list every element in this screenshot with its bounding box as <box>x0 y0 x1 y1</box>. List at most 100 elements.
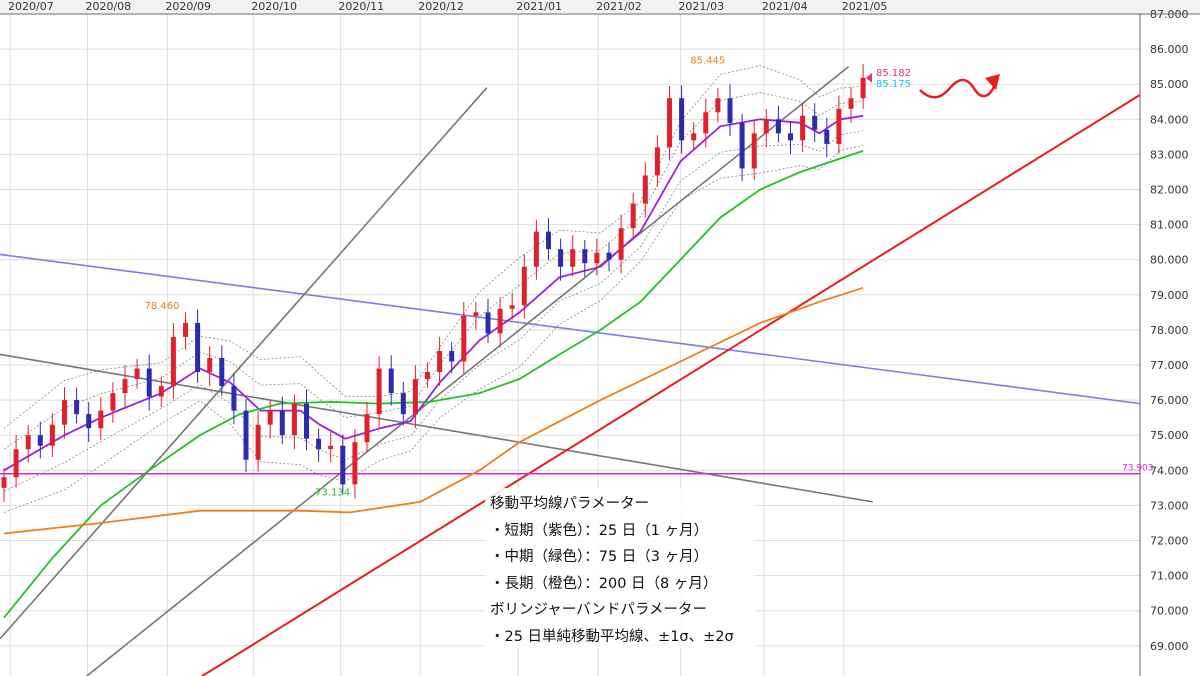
candle-body <box>122 379 128 394</box>
price-annotation: 85.445 <box>690 56 725 67</box>
candle-body <box>485 312 491 334</box>
y-tick-label: 71.000 <box>1150 570 1189 583</box>
ma-title: 移動平均線パラメーター <box>490 495 649 512</box>
trend-line <box>200 93 1141 676</box>
x-tick-label: 2021/04 <box>762 0 808 13</box>
y-tick-label: 86.000 <box>1150 43 1189 56</box>
x-tick-label: 2020/09 <box>165 0 211 13</box>
price-annotation: 78.460 <box>145 301 180 312</box>
bollinger-band-line <box>3 65 864 429</box>
trend-line <box>0 87 488 640</box>
y-tick-label: 78.000 <box>1150 324 1189 337</box>
candle-body <box>546 231 551 250</box>
x-tick-label: 2020/10 <box>251 0 297 13</box>
candle-body <box>13 449 19 478</box>
candle-body <box>570 249 576 267</box>
candle-body <box>606 252 612 260</box>
trend-line <box>0 253 1141 405</box>
candle-body <box>727 98 733 123</box>
candle-body <box>763 119 769 134</box>
candle-body <box>618 228 624 260</box>
candle-body <box>691 133 697 141</box>
y-tick-label: 79.000 <box>1150 289 1189 302</box>
candle-body <box>848 98 854 109</box>
candle-body <box>860 77 866 99</box>
candle-body <box>558 249 564 267</box>
candle-body <box>642 175 648 204</box>
bb-title: ボリンジャーバンドパラメーター <box>490 601 707 618</box>
candle-body <box>521 266 527 306</box>
candle-body <box>316 438 322 450</box>
arrow-head-icon <box>985 74 1000 90</box>
candle-body <box>279 410 285 436</box>
bollinger-band-line <box>3 92 864 450</box>
ma-short: ・短期（紫色）：25 日（1 ヶ月） <box>490 522 708 539</box>
y-tick-label: 70.000 <box>1150 605 1189 618</box>
candle-body <box>425 372 430 380</box>
candle-body <box>352 442 358 485</box>
trend-line <box>0 353 873 503</box>
candle-body <box>255 424 261 460</box>
candle-body <box>98 410 104 429</box>
candle-body <box>667 98 672 148</box>
candle-body <box>388 368 394 394</box>
candle-body <box>654 147 660 176</box>
candle-body <box>219 357 225 387</box>
candle-body <box>110 393 116 411</box>
y-tick-label: 72.000 <box>1150 535 1189 548</box>
candle-body <box>800 115 806 141</box>
candle-body <box>243 410 249 460</box>
ask-price-label: 85.175 <box>876 79 911 90</box>
candle-body <box>715 98 721 113</box>
y-tick-label: 84.000 <box>1150 113 1189 126</box>
candle-body <box>788 133 793 141</box>
candle-body <box>812 115 818 130</box>
x-tick-label: 2021/05 <box>842 0 888 13</box>
candle-body <box>824 129 830 144</box>
candle-body <box>376 368 382 415</box>
candle-body <box>836 108 842 144</box>
candle-body <box>703 112 709 134</box>
trend-lines <box>0 66 1141 676</box>
moving-average-line <box>3 286 864 535</box>
candle-body <box>1 477 7 488</box>
x-tick-label: 2021/03 <box>678 0 724 13</box>
candle-body <box>170 336 176 387</box>
moving-average-line <box>3 150 864 619</box>
candle-body <box>62 400 67 425</box>
candle-body <box>146 368 152 397</box>
y-tick-label: 81.000 <box>1150 219 1189 232</box>
candle-body <box>449 350 455 362</box>
bollinger-bands <box>3 65 864 513</box>
candle-body <box>340 445 346 485</box>
price-marker-icon <box>866 72 872 83</box>
y-tick-label: 80.000 <box>1150 254 1189 267</box>
candles <box>1 64 866 502</box>
price-annotation: 73.134 <box>315 488 350 499</box>
bb-params: ・25 日単純移動平均線、±1σ、±2σ <box>490 628 734 645</box>
candle-body <box>751 133 757 169</box>
candle-body <box>74 400 80 415</box>
x-tick-label: 2020/07 <box>8 0 54 13</box>
candle-body <box>231 386 237 411</box>
candle-body <box>86 414 92 429</box>
candle-body <box>679 98 685 141</box>
candle-body <box>594 252 600 264</box>
y-tick-label: 83.000 <box>1150 148 1189 161</box>
y-tick-label: 74.000 <box>1150 464 1189 477</box>
y-tick-label: 82.000 <box>1150 184 1189 197</box>
ma-mid: ・中期（緑色）：75 日（3 ヶ月） <box>490 548 708 565</box>
x-tick-label: 2021/02 <box>596 0 642 13</box>
wavy-arrow-icon <box>919 78 998 99</box>
y-tick-label: 75.000 <box>1150 429 1189 442</box>
candle-body <box>158 386 164 397</box>
candle-body <box>497 308 503 334</box>
candle-body <box>400 393 406 415</box>
candle-body <box>207 357 213 373</box>
candle-body <box>630 203 636 229</box>
candle-body <box>473 312 479 316</box>
candle-body <box>183 322 188 337</box>
parameter-notes: 移動平均線パラメーター ・短期（紫色）：25 日（1 ヶ月） ・中期（緑色）：7… <box>485 488 755 648</box>
candle-body <box>195 322 201 373</box>
